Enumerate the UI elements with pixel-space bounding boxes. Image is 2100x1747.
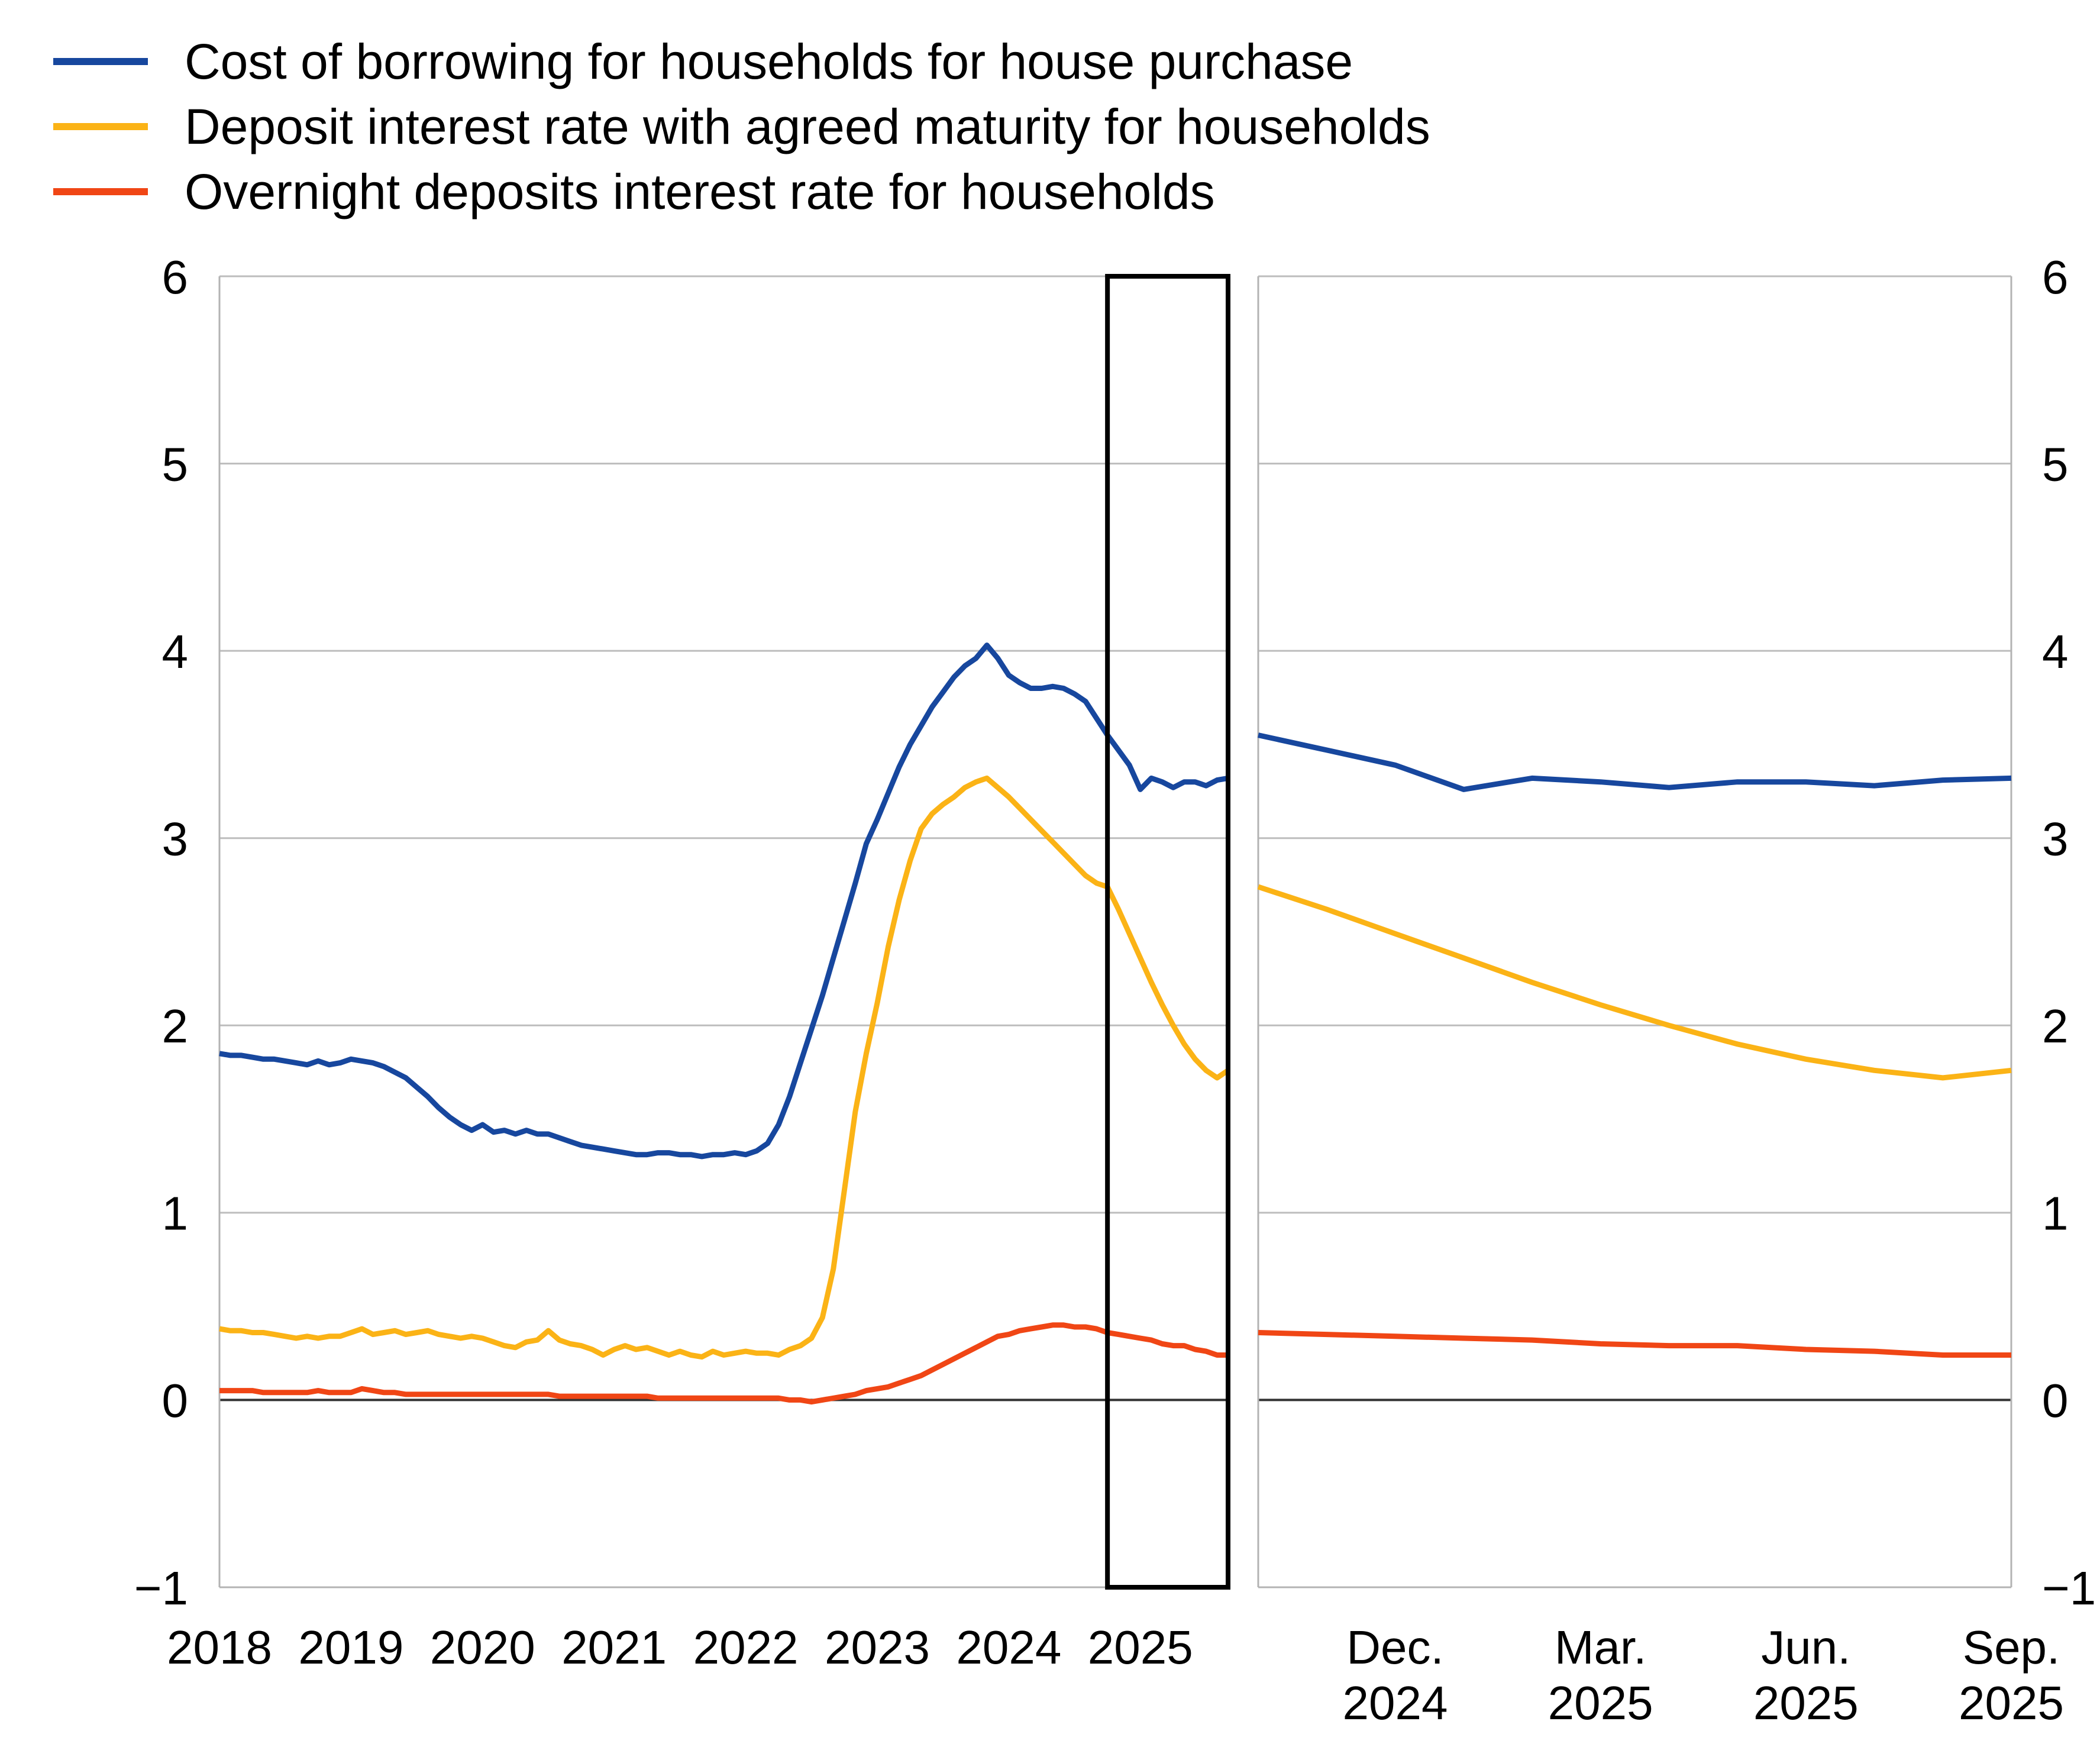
series-line-cost_of_borrowing [219,642,1229,1160]
y-axis-label-left: 0 [162,1374,189,1427]
legend-swatch-cost-of-borrowing [53,58,148,65]
x-axis-label-year: 2020 [430,1621,535,1674]
y-axis-label-left: 6 [162,251,189,303]
y-axis-label-left: 5 [162,438,189,490]
series-line-overnight_deposits [219,1322,1228,1405]
y-axis-label-left: 3 [162,813,189,866]
x-axis-label-year: 2024 [956,1621,1061,1674]
x-axis-label-year: 2018 [167,1621,272,1674]
series-line-deposit_agreed_maturity [219,775,1230,1360]
legend-swatch-deposit-agreed-maturity [53,123,148,130]
y-axis-label-right: 5 [2042,438,2069,490]
y-axis-label-right: 6 [2042,251,2069,303]
legend-item-cost-of-borrowing: Cost of borrowing for households for hou… [53,37,1430,86]
x-axis-label-year: 2025 [1088,1621,1193,1674]
y-axis-label-left: 2 [162,1000,189,1052]
x-axis-label-month-year: 2025 [1959,1677,2064,1729]
legend-item-deposit-agreed-maturity: Deposit interest rate with agreed maturi… [53,102,1430,151]
legend-label: Overnight deposits interest rate for hou… [185,164,1215,219]
highlight-rect [1105,274,1231,1590]
x-axis-label-year: 2019 [298,1621,403,1674]
y-axis-label-left: −1 [134,1562,188,1614]
x-axis-label-month: Jun. [1761,1621,1850,1674]
x-axis-label-year: 2022 [693,1621,799,1674]
x-axis-label-month-year: 2024 [1342,1677,1448,1729]
series-line-deposit_agreed_maturity-zoom [1257,884,2012,1081]
y-axis-label-right: 1 [2042,1187,2069,1240]
x-axis-label-month-year: 2025 [1753,1677,1859,1729]
y-axis-label-right: 3 [2042,813,2069,866]
y-axis-label-right: 4 [2042,625,2069,678]
legend: Cost of borrowing for households for hou… [53,37,1430,217]
series-line-cost_of_borrowing-zoom [1258,732,2012,792]
x-axis-label-year: 2023 [825,1621,930,1674]
series-line-overnight_deposits-zoom [1258,1330,2011,1358]
y-axis-label-right: 2 [2042,1000,2069,1052]
x-axis-label-month: Mar. [1555,1621,1647,1674]
x-axis-label-month: Dec. [1346,1621,1444,1674]
legend-label: Cost of borrowing for households for hou… [185,34,1353,89]
x-axis-label-year: 2021 [561,1621,667,1674]
y-axis-label-right: 0 [2042,1374,2069,1427]
legend-item-overnight-deposits: Overnight deposits interest rate for hou… [53,167,1430,217]
y-axis-label-left: 1 [162,1187,189,1240]
y-axis-label-left: 4 [162,625,189,678]
legend-label: Deposit interest rate with agreed maturi… [185,99,1430,154]
x-axis-label-month-year: 2025 [1548,1677,1653,1729]
y-axis-label-right: −1 [2042,1562,2096,1614]
x-axis-label-month: Sep. [1963,1621,2060,1674]
legend-swatch-overnight-deposits [53,188,148,195]
